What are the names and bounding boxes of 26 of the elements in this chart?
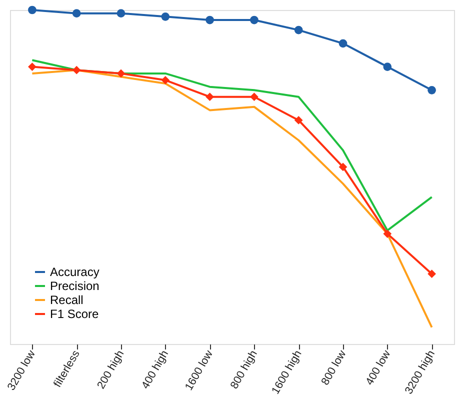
- point: [428, 270, 436, 278]
- point: [72, 9, 81, 18]
- legend-label: Accuracy: [50, 265, 100, 279]
- legend-label: Recall: [50, 293, 84, 307]
- point: [383, 62, 392, 71]
- point: [161, 76, 170, 84]
- x-tick-label: 400 low: [364, 348, 394, 388]
- point: [28, 6, 36, 14]
- point: [116, 9, 126, 18]
- point: [161, 12, 170, 21]
- point: [294, 116, 303, 124]
- point: [206, 16, 214, 24]
- point: [338, 39, 348, 48]
- point: [72, 66, 81, 74]
- point: [28, 62, 36, 71]
- point: [206, 92, 214, 102]
- point: [294, 26, 303, 34]
- point: [250, 92, 258, 102]
- legend-label: Precision: [50, 279, 100, 293]
- point: [338, 162, 348, 172]
- point: [383, 230, 392, 238]
- x-tick-label: 800 low: [319, 348, 349, 388]
- point: [116, 69, 126, 78]
- point: [250, 16, 258, 24]
- legend-label: F1 Score: [50, 307, 100, 321]
- point: [428, 86, 436, 94]
